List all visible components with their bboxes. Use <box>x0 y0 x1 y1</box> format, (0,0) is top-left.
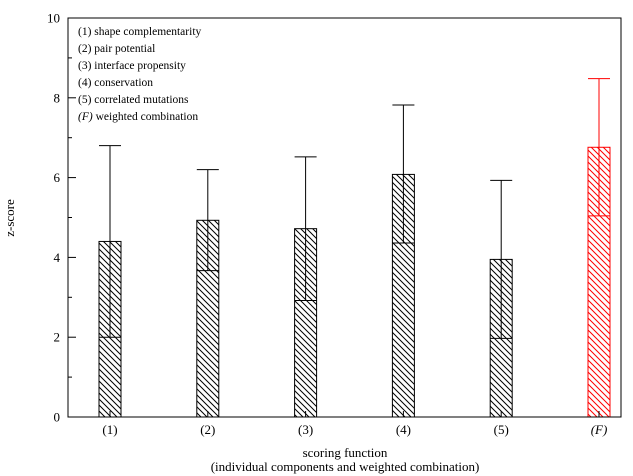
x-tick-label-1: (1) <box>102 422 117 437</box>
x-tick-label-5: (5) <box>494 422 509 437</box>
x-tick-label-2: (2) <box>200 422 215 437</box>
y-tick-label-0: 0 <box>54 410 61 425</box>
x-axis-label: scoring function <box>303 445 388 460</box>
x-tick-label-6: (F) <box>591 422 608 437</box>
y-axis: 0 2 4 6 8 10 <box>47 11 76 425</box>
y-tick-label-2: 2 <box>54 330 61 345</box>
x-axis: (1) (2) (3) (4) (5) (F) <box>102 411 607 437</box>
legend-entry-2: (2) pair potential <box>78 43 155 55</box>
legend-entry-5: (5) correlated mutations <box>78 94 189 106</box>
legend-entry-4: (4) conservation <box>78 77 153 89</box>
legend-entry-3: (3) interface propensity <box>78 60 186 72</box>
x-axis-sublabel: (individual components and weighted comb… <box>211 459 480 474</box>
y-axis-label: z-score <box>2 199 17 237</box>
y-tick-label-10: 10 <box>47 11 60 26</box>
y-tick-label-6: 6 <box>54 170 61 185</box>
legend-entry-f-text: weighted combination <box>93 111 199 123</box>
bars-layer <box>98 146 611 418</box>
y-tick-label-8: 8 <box>54 90 61 105</box>
legend: (1) shape complementarity (2) pair poten… <box>78 26 202 123</box>
x-tick-label-3: (3) <box>298 422 313 437</box>
legend-entry-f-prefix: (F) <box>78 111 93 123</box>
legend-entry-1: (1) shape complementarity <box>78 26 202 38</box>
x-tick-label-4: (4) <box>396 422 411 437</box>
legend-entry-f: (F) weighted combination <box>78 111 198 123</box>
error-bars-layer <box>99 78 610 339</box>
y-tick-label-4: 4 <box>54 250 61 265</box>
